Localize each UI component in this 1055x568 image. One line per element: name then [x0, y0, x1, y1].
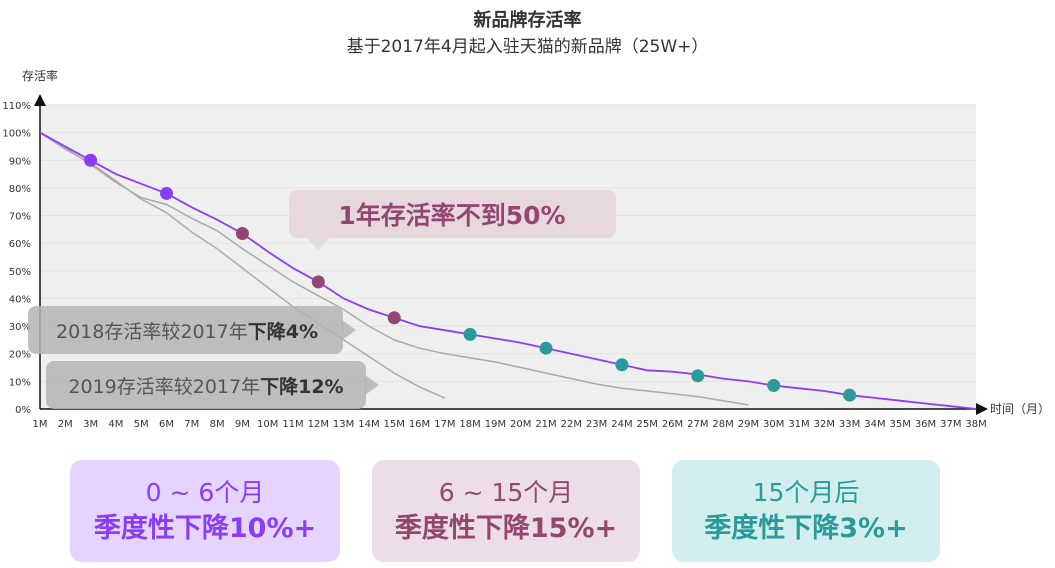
x-axis-label: 时间（月）	[990, 402, 1050, 416]
x-tick-label: 27M	[687, 419, 708, 430]
callout-2018-text-a: 2018存活率较2017年	[56, 321, 248, 343]
y-axis-arrow-icon	[34, 94, 46, 106]
callout-2018-text: 2018存活率较2017年下降4%	[56, 320, 318, 343]
x-tick-label: 31M	[788, 419, 809, 430]
x-tick-label: 9M	[235, 419, 250, 430]
data-point-marker	[843, 388, 857, 402]
x-tick-label: 23M	[586, 419, 607, 430]
x-tick-label: 11M	[282, 419, 303, 430]
callout-2018: 2018存活率较2017年下降4%	[28, 306, 356, 354]
summary-card-period: 0 ~ 6个月	[145, 478, 265, 507]
callout-2019-box	[46, 361, 366, 409]
x-tick-label: 4M	[108, 419, 123, 430]
y-tick-label: 60%	[9, 239, 31, 250]
y-tick-label: 50%	[9, 267, 31, 278]
x-tick-label: 6M	[159, 419, 174, 430]
x-tick-label: 7M	[184, 419, 199, 430]
data-point-marker	[691, 369, 705, 383]
callout-year-one-text: 1年存活率不到50%	[338, 201, 565, 230]
x-tick-label: 20M	[510, 419, 531, 430]
x-tick-label: 35M	[890, 419, 911, 430]
x-tick-label: 8M	[210, 419, 225, 430]
x-tick-label: 28M	[712, 419, 733, 430]
x-tick-label: 12M	[308, 419, 329, 430]
x-tick-label: 36M	[915, 419, 936, 430]
x-tick-label: 13M	[333, 419, 354, 430]
series-line-2019	[39, 131, 446, 399]
chart-subtitle: 基于2017年4月起入驻天猫的新品牌（25W+）	[346, 37, 709, 57]
callout-year-one: 1年存活率不到50%	[289, 190, 616, 250]
y-tick-label: 100%	[2, 129, 31, 140]
y-tick-label: 110%	[2, 101, 31, 112]
callout-2018-pointer	[342, 320, 356, 340]
x-tick-label: 29M	[738, 419, 759, 430]
x-tick-label: 2M	[58, 419, 73, 430]
callout-2019-text-a: 2019存活率较2017年	[68, 376, 260, 398]
plot-area	[40, 105, 976, 409]
x-tick-label: 1M	[33, 419, 48, 430]
series-line-2017	[39, 131, 977, 410]
x-tick-label: 18M	[459, 419, 480, 430]
x-tick-label: 15M	[384, 419, 405, 430]
x-tick-label: 19M	[485, 419, 506, 430]
x-tick-label: 14M	[358, 419, 379, 430]
data-point-marker	[615, 358, 629, 372]
y-tick-label: 90%	[9, 156, 31, 167]
x-tick-label: 38M	[965, 419, 986, 430]
data-point-marker	[160, 186, 173, 200]
summary-card-period: 15个月后	[752, 478, 860, 507]
x-tick-label: 21M	[535, 419, 556, 430]
x-tick-label: 37M	[940, 419, 961, 430]
x-tick-label: 10M	[257, 419, 278, 430]
data-point-marker	[463, 327, 477, 341]
x-tick-label: 32M	[814, 419, 835, 430]
summary-card-decline: 季度性下降10%+	[93, 513, 317, 544]
callout-2018-text-b: 下降4%	[248, 320, 318, 343]
x-tick-label: 5M	[134, 419, 149, 430]
y-tick-label: 10%	[9, 377, 31, 388]
x-axis-arrow-icon	[976, 403, 988, 415]
x-tick-label: 17M	[434, 419, 455, 430]
summary-card-6-15-months: 6 ~ 15个月 季度性下降15%+	[372, 460, 640, 562]
x-tick-label: 22M	[561, 419, 582, 430]
y-tick-label: 70%	[9, 212, 31, 223]
summary-card-0-6-months: 0 ~ 6个月 季度性下降10%+	[70, 460, 340, 562]
callout-year-one-pointer	[306, 237, 330, 250]
y-tick-label: 0%	[15, 405, 31, 416]
summary-card-period: 6 ~ 15个月	[438, 478, 574, 507]
y-tick-label: 30%	[9, 322, 31, 333]
callout-2019-text-b: 下降12%	[260, 375, 343, 398]
x-tick-label: 26M	[662, 419, 683, 430]
x-tick-label: 24M	[611, 419, 632, 430]
data-point-marker	[311, 275, 325, 289]
x-tick-label: 30M	[763, 419, 784, 430]
x-tick-label: 16M	[409, 419, 430, 430]
y-tick-label: 20%	[9, 350, 31, 361]
callout-2018-box	[28, 306, 343, 354]
summary-card-decline: 季度性下降3%+	[704, 513, 908, 544]
x-tick-label: 3M	[83, 419, 98, 430]
data-point-marker	[84, 153, 98, 167]
summary-card-decline: 季度性下降15%+	[394, 513, 618, 544]
data-point-marker	[387, 311, 401, 325]
y-axis-label: 存活率	[22, 68, 58, 83]
callout-2019: 2019存活率较2017年下降12%	[46, 361, 379, 409]
y-tick-label: 80%	[9, 184, 31, 195]
summary-card-after-15-months: 15个月后 季度性下降3%+	[672, 460, 940, 562]
callout-2019-pointer	[365, 375, 379, 395]
callout-year-one-box	[289, 190, 616, 238]
callout-2019-text: 2019存活率较2017年下降12%	[68, 375, 343, 398]
chart-title: 新品牌存活率	[473, 10, 582, 31]
data-point-marker	[767, 379, 781, 393]
x-tick-label: 34M	[864, 419, 885, 430]
series-line-2018	[39, 131, 749, 406]
x-tick-label: 25M	[637, 419, 658, 430]
x-tick-label: 33M	[839, 419, 860, 430]
survival-rate-chart: 0% 10% 20% 30% 40% 50% 60% 70% 80% 90% 100% 110% 1M 2…	[2, 68, 1050, 430]
y-tick-label: 40%	[9, 294, 31, 305]
data-point-marker	[539, 341, 553, 355]
data-point-marker	[235, 227, 249, 241]
